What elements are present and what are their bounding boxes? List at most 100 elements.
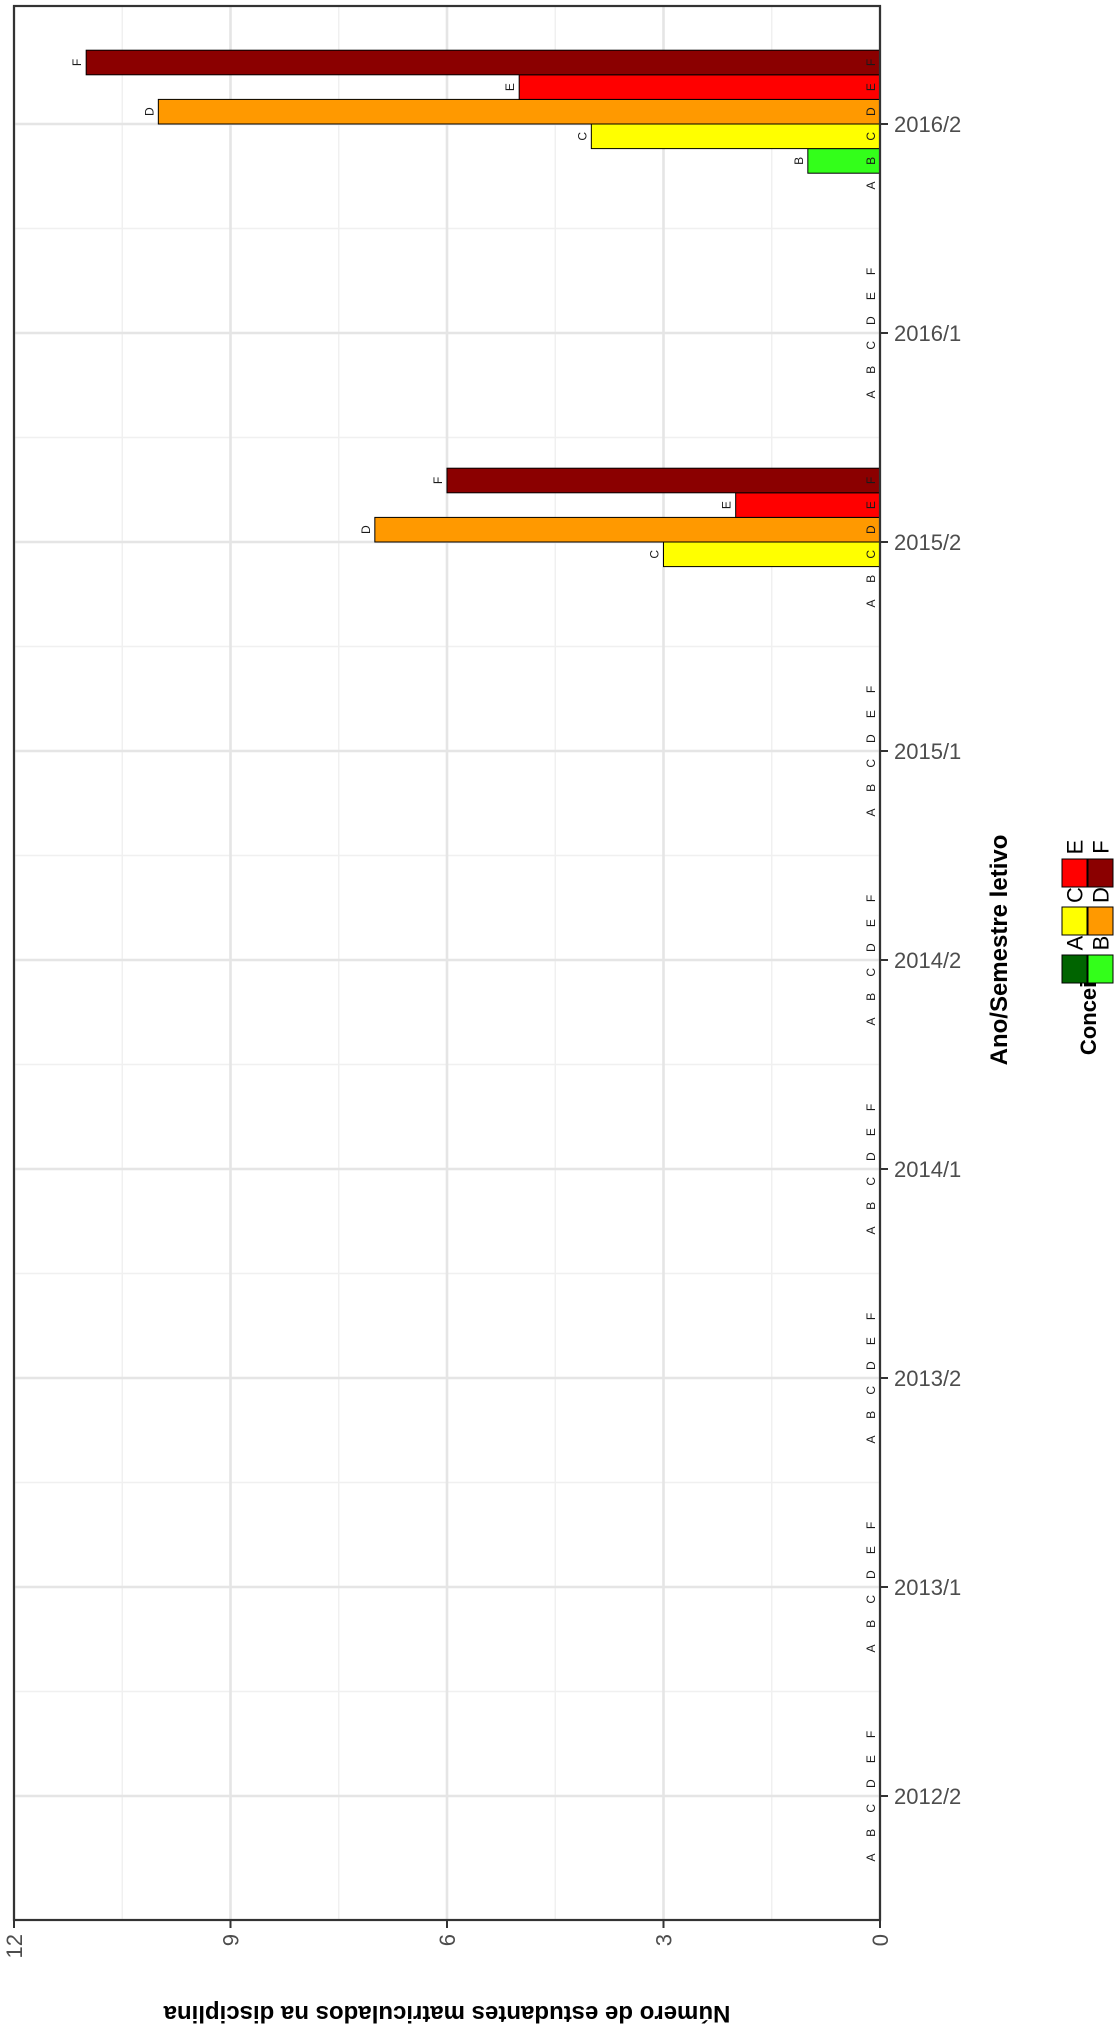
grade-letter-label: C: [864, 550, 878, 559]
legend-items: A B C D E F: [1061, 840, 1114, 984]
legend-key-E: [1061, 858, 1088, 888]
grade-letter-label: A: [864, 1644, 878, 1652]
legend-label-A: A: [1063, 935, 1088, 950]
bar-C-2016/2: [590, 123, 881, 150]
grade-letter-label: E: [864, 83, 878, 91]
grade-letter-label: D: [864, 107, 878, 116]
grade-letter-label: D: [864, 734, 878, 743]
bar-series-label: E: [720, 501, 734, 509]
bar-series-label: D: [142, 107, 156, 116]
grade-letter-label: B: [864, 157, 878, 165]
grade-letter-label: A: [864, 1853, 878, 1861]
grade-letter-label: D: [864, 1570, 878, 1579]
grade-letter-label: A: [864, 599, 878, 607]
legend-key-A: [1061, 954, 1088, 984]
legend-label-B: B: [1089, 936, 1114, 951]
grade-letter-label: A: [864, 181, 878, 189]
grade-letter-label: A: [864, 808, 878, 816]
axes: 0 3 6 9 12 2012/2 2013/1 2013/2 2014/1 2014/2 2015…: [2, 112, 961, 1958]
value-tick-label: 0: [868, 1934, 893, 1946]
legend-key-F: [1087, 858, 1114, 888]
grade-letter-label: E: [864, 1128, 878, 1136]
bar-F-2016/2: [85, 49, 881, 76]
legend-key-D: [1087, 906, 1114, 936]
grade-letter-label: B: [864, 575, 878, 583]
grade-letter-label: A: [864, 1435, 878, 1443]
legend-key-C: [1061, 906, 1088, 936]
grade-letter-label: B: [864, 784, 878, 792]
bar-C-2015/2: [663, 541, 881, 568]
grade-letter-label: E: [864, 292, 878, 300]
bar-E-2016/2: [518, 74, 881, 100]
grade-letter-label: E: [864, 710, 878, 718]
bar-series-label: C: [648, 550, 662, 559]
grade-letter-label: D: [864, 316, 878, 325]
value-tick-label: 12: [2, 1934, 27, 1958]
legend-label-C: C: [1063, 887, 1088, 903]
value-tick-label: 9: [219, 1934, 244, 1946]
grade-letter-label: C: [864, 968, 878, 977]
grade-letter-label: E: [864, 919, 878, 927]
grade-letter-label: B: [864, 366, 878, 374]
grade-letter-label: F: [864, 268, 878, 275]
grade-letter-label: D: [864, 1361, 878, 1370]
grade-letter-label: D: [864, 525, 878, 534]
bar-series-label: D: [359, 525, 373, 534]
grade-letter-label: E: [864, 1337, 878, 1345]
grade-letter-label: A: [864, 390, 878, 398]
grade-letter-label: F: [864, 1731, 878, 1738]
grade-letter-label: A: [864, 1017, 878, 1025]
grade-letter-label: D: [864, 1779, 878, 1788]
y-axis-title: Número de estudantes matriculados na dis…: [163, 2000, 730, 2027]
grade-letter-label: E: [864, 501, 878, 509]
bar-series-label: B: [792, 157, 806, 165]
grade-labels: A A A A A A A A A B B B B B B B B B C C C C C C C C C D D D D D D D D D E E E E…: [864, 59, 878, 1862]
bar-F-2015/2: [446, 467, 881, 494]
legend: Conceito A BC DE F: [1061, 840, 1114, 1055]
bar-D-2016/2: [157, 98, 881, 125]
value-tick-label: 3: [652, 1934, 677, 1946]
grade-letter-label: F: [864, 1104, 878, 1111]
grade-letter-label: C: [864, 132, 878, 141]
bar-series-label: F: [70, 59, 84, 66]
category-tick-label: 2016/1: [894, 321, 961, 346]
grade-letter-label: C: [864, 1386, 878, 1395]
bar-E-2015/2: [735, 492, 881, 518]
legend-key-B: [1087, 954, 1114, 984]
grade-letter-label: C: [864, 1595, 878, 1604]
bar-D-2015/2: [374, 516, 881, 543]
category-tick-label: 2013/1: [894, 1575, 961, 1600]
category-tick-label: 2012/2: [894, 1784, 961, 1809]
bar-series-label: F: [431, 477, 445, 484]
category-tick-label: 2015/1: [894, 739, 961, 764]
grade-letter-label: F: [864, 59, 878, 66]
grade-letter-label: A: [864, 1226, 878, 1234]
legend-label-F: F: [1089, 840, 1114, 853]
grade-letter-label: F: [864, 1313, 878, 1320]
grade-letter-label: B: [864, 1829, 878, 1837]
bar-series-label: E: [503, 83, 517, 91]
grade-letter-label: F: [864, 686, 878, 693]
grade-letter-label: F: [864, 895, 878, 902]
value-labels: B C C D D E E F F: [70, 59, 806, 559]
category-tick-label: 2015/2: [894, 530, 961, 555]
grade-letter-label: D: [864, 943, 878, 952]
category-tick-label: 2016/2: [894, 112, 961, 137]
grade-letter-label: F: [864, 477, 878, 484]
grade-letter-label: E: [864, 1546, 878, 1554]
grade-letter-label: B: [864, 1202, 878, 1210]
value-tick-label: 6: [435, 1934, 460, 1946]
bar-series-label: C: [575, 132, 589, 141]
grade-letter-label: C: [864, 759, 878, 768]
grade-letter-label: C: [864, 1804, 878, 1813]
grade-letter-label: E: [864, 1755, 878, 1763]
category-tick-label: 2013/2: [894, 1366, 961, 1391]
legend-label-E: E: [1063, 840, 1088, 855]
grade-letter-label: C: [864, 1177, 878, 1186]
bars: [85, 49, 881, 568]
grade-letter-label: F: [864, 1522, 878, 1529]
grade-letter-label: D: [864, 1152, 878, 1161]
category-tick-label: 2014/2: [894, 948, 961, 973]
legend-label-D: D: [1089, 887, 1114, 903]
